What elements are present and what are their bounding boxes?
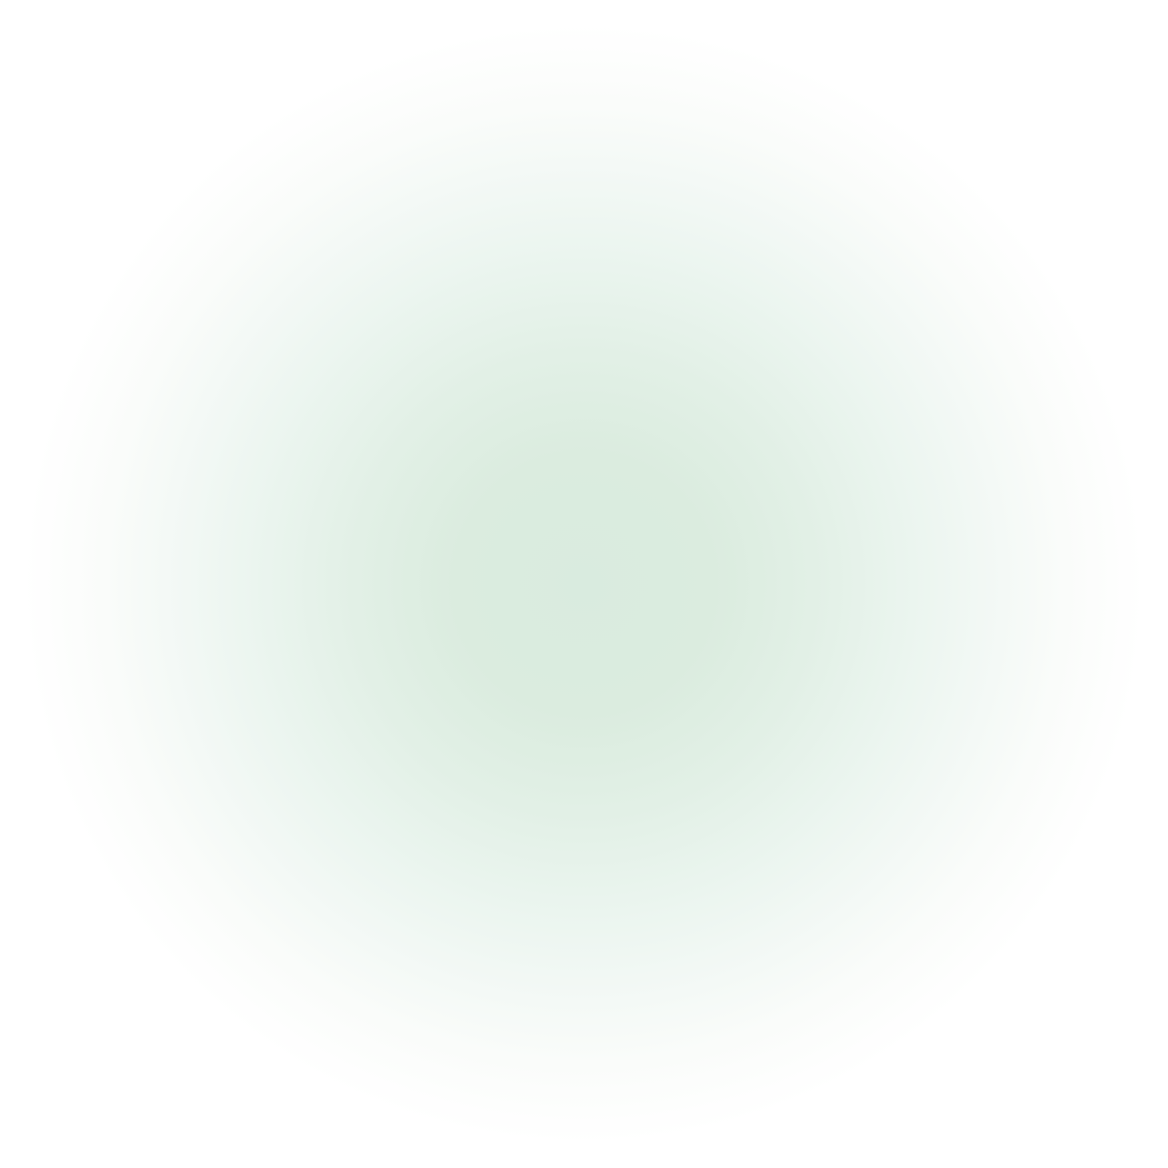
- radial-green-glow: [0, 0, 1168, 1168]
